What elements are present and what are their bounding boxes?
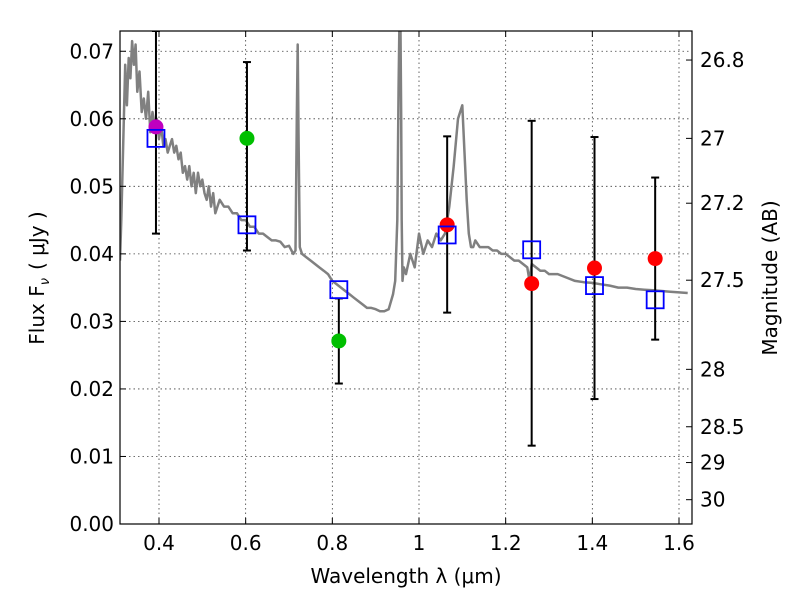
- y-tick-label: 0.01: [69, 444, 114, 468]
- red-data-point: [439, 217, 455, 233]
- model-box-point: [522, 240, 542, 260]
- x-tick-label: 0.4: [143, 531, 175, 555]
- green-data-point: [331, 333, 347, 349]
- y-axis-label: Flux Fν ( μJy ): [25, 211, 53, 344]
- x-tick-label: 1.2: [490, 531, 522, 555]
- y2-axis-label: Magnitude (AB): [758, 200, 782, 355]
- green-data-point: [239, 130, 255, 146]
- y-tick-label: 0.02: [69, 377, 114, 401]
- red-data-point: [587, 260, 602, 276]
- marker-layer: [146, 119, 665, 349]
- x-axis-label: Wavelength λ (μm): [310, 564, 501, 588]
- red-data-point: [524, 276, 540, 292]
- y2-tick-label: 29: [700, 451, 725, 475]
- model-box-point: [237, 215, 257, 235]
- y-axis-label-unit: ( μJy ): [25, 211, 49, 270]
- x-tick-label: 1: [413, 531, 426, 555]
- y2-tick-label: 28.5: [700, 415, 745, 439]
- model-box-point: [585, 276, 604, 296]
- x-tick-label: 0.8: [316, 531, 348, 555]
- y-axis-label-main: Flux F: [25, 285, 49, 344]
- red-data-point: [647, 251, 663, 267]
- y-tick-label: 0.00: [69, 512, 114, 536]
- y2-tick-label: 26.8: [700, 48, 745, 72]
- ticks: 0.4 0.6 0.8 1 1.2 1.4 1.6 0.00 0.01 0.02 0.03 0.04 0…: [69, 31, 745, 555]
- model-box-point: [146, 128, 166, 148]
- y-tick-label: 0.06: [69, 107, 114, 131]
- sed-model-line: [120, 31, 688, 313]
- model-box-point: [645, 290, 665, 310]
- y-tick-label: 0.07: [69, 39, 114, 63]
- y2-tick-label: 27.5: [700, 268, 745, 292]
- plot-frame: [119, 30, 693, 525]
- x-tick-label: 1.6: [663, 531, 695, 555]
- x-tick-label: 1.4: [576, 531, 608, 555]
- grid: [120, 31, 692, 525]
- model-box-point: [329, 280, 349, 300]
- sed-model-layer: [120, 31, 688, 313]
- y2-tick-label: 27: [700, 126, 725, 150]
- model-box-point: [437, 225, 457, 245]
- y-tick-label: 0.03: [69, 309, 114, 333]
- y2-tick-label: 30: [700, 488, 725, 512]
- y2-tick-label: 27.2: [700, 191, 745, 215]
- x-tick-label: 0.6: [230, 531, 262, 555]
- errorbar-layer: [151, 31, 660, 447]
- magenta-data-point: [148, 119, 164, 135]
- y-axis-label-subscript: ν: [38, 278, 53, 285]
- y2-tick-label: 28: [700, 357, 725, 381]
- y-tick-label: 0.05: [69, 174, 114, 198]
- y-tick-label: 0.04: [69, 242, 114, 266]
